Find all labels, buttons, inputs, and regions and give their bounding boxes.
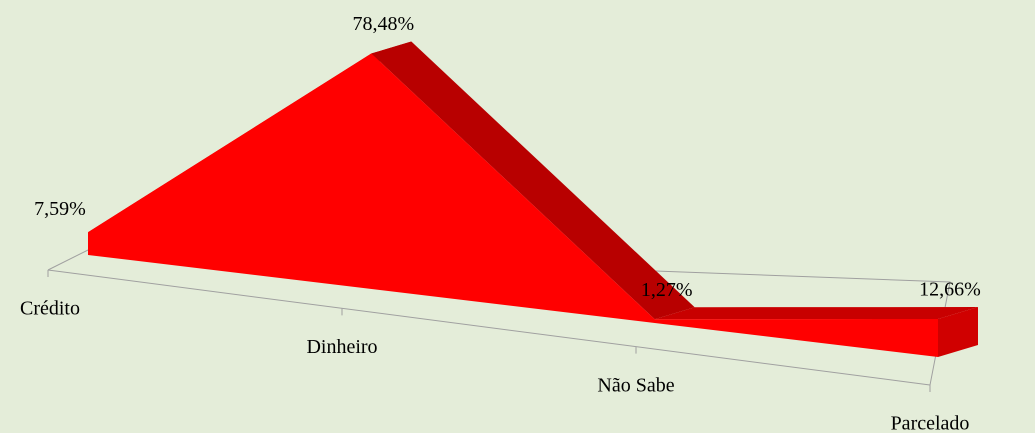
area (88, 53, 938, 358)
data-label: 1,27% (641, 279, 693, 301)
data-label: 78,48% (352, 13, 414, 35)
x-tick-label: Não Sabe (597, 374, 674, 396)
x-tick-label: Dinheiro (306, 336, 377, 358)
x-tick-label: Parcelado (891, 413, 970, 433)
area-top-face (371, 41, 695, 320)
data-label: 7,59% (34, 198, 86, 220)
category-axis (47, 269, 931, 386)
x-tick-label: Crédito (20, 298, 80, 320)
area-top-face (654, 307, 978, 320)
data-label: 12,66% (919, 279, 981, 301)
area-end-face (938, 307, 978, 357)
